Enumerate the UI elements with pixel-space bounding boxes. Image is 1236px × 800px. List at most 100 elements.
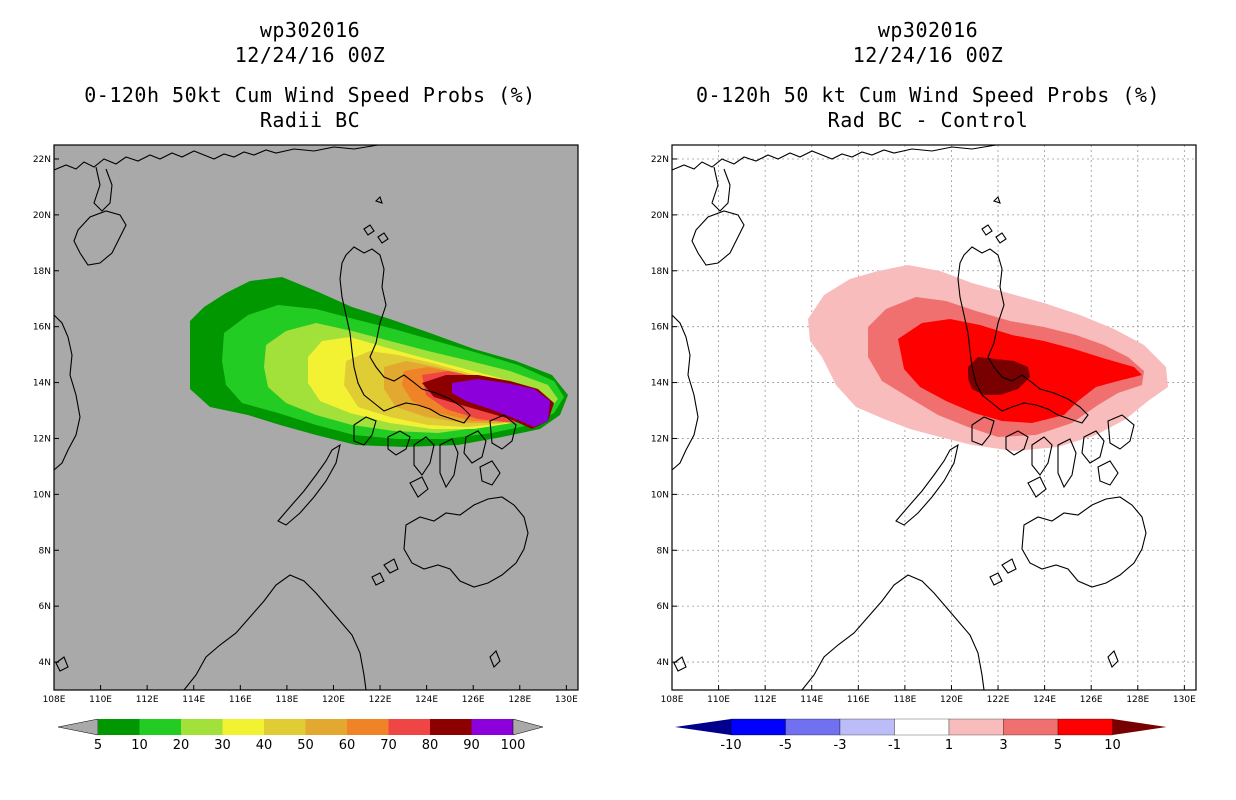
left-lon-tick-label: 108E <box>43 695 66 705</box>
right-colorbar-label: 10 <box>1104 738 1121 753</box>
left-colorbar-box <box>388 719 430 735</box>
left-colorbar-label: 50 <box>297 738 314 753</box>
left-lat-tick-label: 22N <box>33 155 51 165</box>
left-colorbar: 5 10 20 30 40 50 60 70 80 90 100 <box>57 718 544 753</box>
left-lon-ticks: 108E 110E 112E 114E 116E 118E 120E 122E 124E 126E… <box>43 685 578 705</box>
left-colorbar-label: 20 <box>173 738 190 753</box>
diff-contour-10 <box>968 357 1030 395</box>
right-lat-tick-label: 16N <box>651 323 669 333</box>
left-lon-tick-label: 124E <box>415 695 438 705</box>
left-lon-tick-label: 114E <box>182 695 205 705</box>
left-colorbar-box <box>347 719 389 735</box>
right-lon-tick-label: 128E <box>1126 695 1149 705</box>
left-colorbar-over-triangle <box>512 718 544 736</box>
right-colorbar-box <box>839 718 895 736</box>
left-colorbar-box <box>139 719 181 735</box>
right-lon-tick-label: 114E <box>800 695 823 705</box>
left-lat-tick-label: 16N <box>33 323 51 333</box>
left-colorbar-label: 80 <box>422 738 439 753</box>
right-title-subtitle: Rad BC - Control <box>827 108 1029 132</box>
left-lon-tick-label: 130E <box>555 695 578 705</box>
left-lon-tick-label: 110E <box>89 695 112 705</box>
right-title-product: 0-120h 50 kt Cum Wind Speed Probs (%) <box>695 83 1161 107</box>
left-colorbar-under-triangle <box>57 718 99 736</box>
left-colorbar-label: 30 <box>214 738 231 753</box>
left-title-product: 0-120h 50kt Cum Wind Speed Probs (%) <box>84 83 536 107</box>
left-lon-tick-label: 126E <box>462 695 485 705</box>
right-lon-tick-label: 108E <box>661 695 684 705</box>
contour-90 <box>452 379 550 427</box>
right-gridlines <box>672 145 1196 690</box>
left-lat-tick-label: 4N <box>39 658 51 668</box>
left-colorbar-label: 100 <box>501 738 526 753</box>
right-colorbar-label: -1 <box>888 738 901 753</box>
right-lat-tick-label: 12N <box>651 434 669 444</box>
right-colorbar-box <box>948 718 1004 736</box>
right-colorbar-label: -5 <box>779 738 792 753</box>
left-lon-tick-label: 128E <box>508 695 531 705</box>
right-colorbar-under-triangle <box>675 719 731 735</box>
right-colorbar-over-triangle <box>1112 719 1167 735</box>
left-lat-tick-label: 8N <box>39 546 51 556</box>
right-colorbar-box <box>1057 718 1113 736</box>
left-colorbar-label: 60 <box>339 738 356 753</box>
left-probability-contours <box>190 277 568 447</box>
left-lon-tick-label: 116E <box>229 695 252 705</box>
right-lat-tick-label: 22N <box>651 155 669 165</box>
left-lon-tick-label: 120E <box>322 695 345 705</box>
left-colorbar-box <box>181 719 223 735</box>
right-lat-tick-label: 18N <box>651 267 669 277</box>
right-map-panel: 108E 110E 112E 114E 116E 118E 120E 122E 124E 126E… <box>651 144 1197 705</box>
right-title-storm-id: wp302016 <box>877 18 979 42</box>
right-colorbar-label: 3 <box>999 738 1007 753</box>
left-title-date: 12/24/16 00Z <box>234 43 386 67</box>
left-lat-tick-label: 14N <box>33 379 51 389</box>
right-title: wp302016 12/24/16 00Z 0-120h 50 kt Cum W… <box>618 18 1236 133</box>
left-colorbar-label: 40 <box>256 738 273 753</box>
right-lat-tick-label: 20N <box>651 211 669 221</box>
right-lon-tick-label: 130E <box>1173 695 1196 705</box>
left-colorbar-box <box>98 719 140 735</box>
left-title-storm-id: wp302016 <box>259 18 361 42</box>
left-lon-tick-label: 118E <box>275 695 298 705</box>
right-colorbar-box <box>730 718 786 736</box>
left-map-panel: 108E 110E 112E 114E 116E 118E 120E 122E 124E 126E… <box>33 144 579 705</box>
right-colorbar-box <box>894 718 950 736</box>
left-lat-tick-label: 18N <box>33 267 51 277</box>
right-colorbar-box <box>1003 718 1059 736</box>
right-map-frame <box>671 144 1197 691</box>
left-lon-tick-label: 122E <box>369 695 392 705</box>
right-lon-tick-label: 116E <box>847 695 870 705</box>
left-title-subtitle: Radii BC <box>259 108 361 132</box>
left-colorbar-label: 90 <box>463 738 480 753</box>
left-colorbar-box <box>264 719 306 735</box>
right-lat-tick-label: 6N <box>657 602 669 612</box>
left-lat-tick-label: 12N <box>33 434 51 444</box>
right-colorbar-label: 5 <box>1054 738 1062 753</box>
left-lon-tick-label: 112E <box>136 695 159 705</box>
right-lon-tick-label: 120E <box>940 695 963 705</box>
left-colorbar-label: 70 <box>380 738 397 753</box>
right-title-date: 12/24/16 00Z <box>852 43 1004 67</box>
right-lon-ticks: 108E 110E 112E 114E 116E 118E 120E 122E 124E 126E… <box>661 685 1196 705</box>
left-lat-tick-label: 20N <box>33 211 51 221</box>
right-lon-tick-label: 112E <box>754 695 777 705</box>
right-colorbar-label: 1 <box>945 738 953 753</box>
left-colorbar-box <box>305 719 347 735</box>
right-lon-tick-label: 122E <box>987 695 1010 705</box>
left-colorbar-box <box>222 719 264 735</box>
right-lat-ticks: 4N 6N 8N 10N 12N 14N 16N 18N 20N 22N <box>651 155 677 668</box>
left-lat-tick-label: 6N <box>39 602 51 612</box>
right-colorbar-box <box>785 718 841 736</box>
right-lon-tick-label: 110E <box>707 695 730 705</box>
left-colorbar-box <box>430 719 472 735</box>
left-colorbar-box <box>471 719 513 735</box>
right-lat-tick-label: 8N <box>657 546 669 556</box>
right-lon-tick-label: 124E <box>1033 695 1056 705</box>
right-lat-tick-label: 14N <box>651 379 669 389</box>
right-lat-tick-label: 10N <box>651 490 669 500</box>
left-lat-ticks: 4N 6N 8N 10N 12N 14N 16N 18N 20N 22N <box>33 155 59 668</box>
left-colorbar-label: 10 <box>131 738 148 753</box>
right-lon-tick-label: 118E <box>893 695 916 705</box>
